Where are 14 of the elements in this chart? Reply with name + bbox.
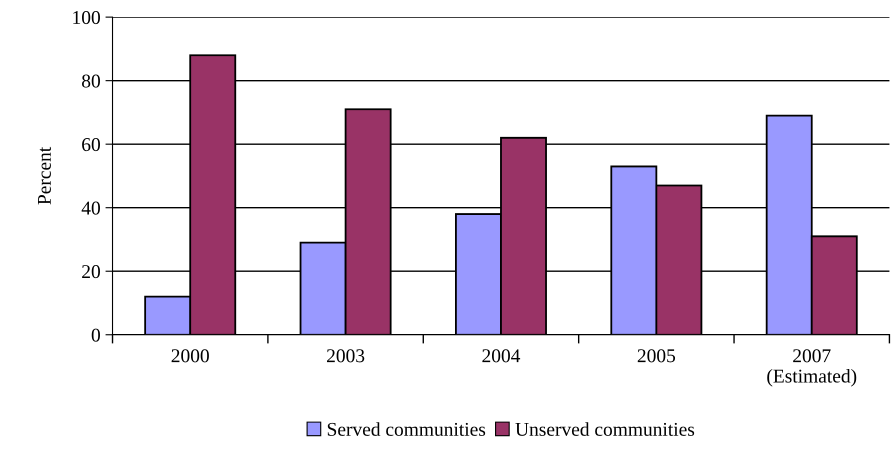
y-tick-label: 100 <box>73 10 100 24</box>
x-tick-label: 2000 <box>172 349 209 362</box>
y-axis-title: Percent <box>38 146 51 205</box>
legend-label: Unserved communities <box>515 422 694 436</box>
x-tick-label: 2004 <box>482 349 520 362</box>
x-tick-label: 2003 <box>327 349 364 362</box>
y-tick-label: 40 <box>82 202 100 215</box>
legend-label: Served communities <box>328 422 486 436</box>
y-tick-label: 20 <box>82 265 100 278</box>
y-tick-label: 0 <box>92 328 100 342</box>
x-tick-label: 2007 (Estimated) <box>767 349 856 387</box>
x-tick-label: 2005 <box>638 349 676 362</box>
y-tick-label: 80 <box>82 74 100 88</box>
y-tick-label: 60 <box>82 138 100 152</box>
